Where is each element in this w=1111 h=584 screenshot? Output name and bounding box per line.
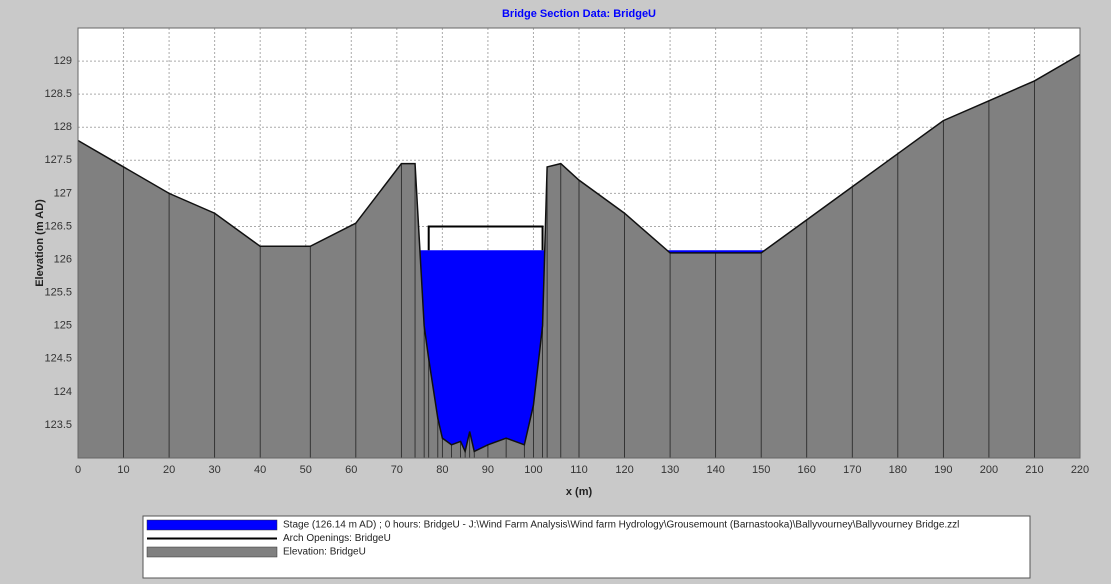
y-tick-label: 124.5 — [44, 353, 72, 365]
y-tick-label: 128 — [54, 121, 72, 133]
x-tick-label: 190 — [934, 464, 952, 476]
x-tick-label: 170 — [843, 464, 861, 476]
x-tick-label: 80 — [436, 464, 448, 476]
chart-title: Bridge Section Data: BridgeU — [502, 8, 656, 20]
y-tick-label: 126.5 — [44, 220, 72, 232]
y-tick-label: 123.5 — [44, 419, 72, 431]
x-tick-label: 110 — [570, 464, 588, 476]
x-tick-label: 0 — [75, 464, 81, 476]
y-tick-label: 128.5 — [44, 88, 72, 100]
x-tick-label: 50 — [300, 464, 312, 476]
x-tick-label: 10 — [117, 464, 129, 476]
x-tick-label: 30 — [209, 464, 221, 476]
plot-frame — [77, 27, 1081, 459]
x-tick-label: 220 — [1071, 464, 1089, 476]
x-tick-label: 20 — [163, 464, 175, 476]
elevation-line — [77, 53, 1081, 454]
legend-swatch — [146, 546, 278, 558]
y-tick-label: 125 — [54, 320, 72, 332]
x-tick-label: 140 — [706, 464, 724, 476]
legend-swatch — [146, 519, 278, 531]
x-tick-label: 150 — [752, 464, 770, 476]
x-tick-label: 60 — [345, 464, 357, 476]
arch-opening — [427, 225, 544, 251]
y-tick-label: 124 — [54, 386, 72, 398]
x-tick-label: 100 — [524, 464, 542, 476]
x-tick-label: 90 — [482, 464, 494, 476]
x-tick-label: 70 — [391, 464, 403, 476]
y-tick-label: 129 — [54, 55, 72, 67]
x-tick-label: 180 — [889, 464, 907, 476]
x-axis-label: x (m) — [566, 486, 593, 498]
legend-label: Stage (126.14 m AD) ; 0 hours: BridgeU -… — [283, 520, 959, 531]
legend-label: Arch Openings: BridgeU — [283, 533, 391, 544]
y-tick-label: 127.5 — [44, 154, 72, 166]
legend-label: Elevation: BridgeU — [283, 547, 366, 558]
y-tick-label: 127 — [54, 187, 72, 199]
y-axis-label: Elevation (m AD) — [34, 199, 46, 287]
x-tick-label: 200 — [980, 464, 998, 476]
x-tick-label: 40 — [254, 464, 266, 476]
y-tick-label: 125.5 — [44, 287, 72, 299]
y-tick-label: 126 — [54, 253, 72, 265]
x-tick-label: 210 — [1025, 464, 1043, 476]
x-tick-label: 130 — [661, 464, 679, 476]
x-tick-label: 120 — [615, 464, 633, 476]
legend — [142, 515, 1031, 579]
x-tick-label: 160 — [798, 464, 816, 476]
